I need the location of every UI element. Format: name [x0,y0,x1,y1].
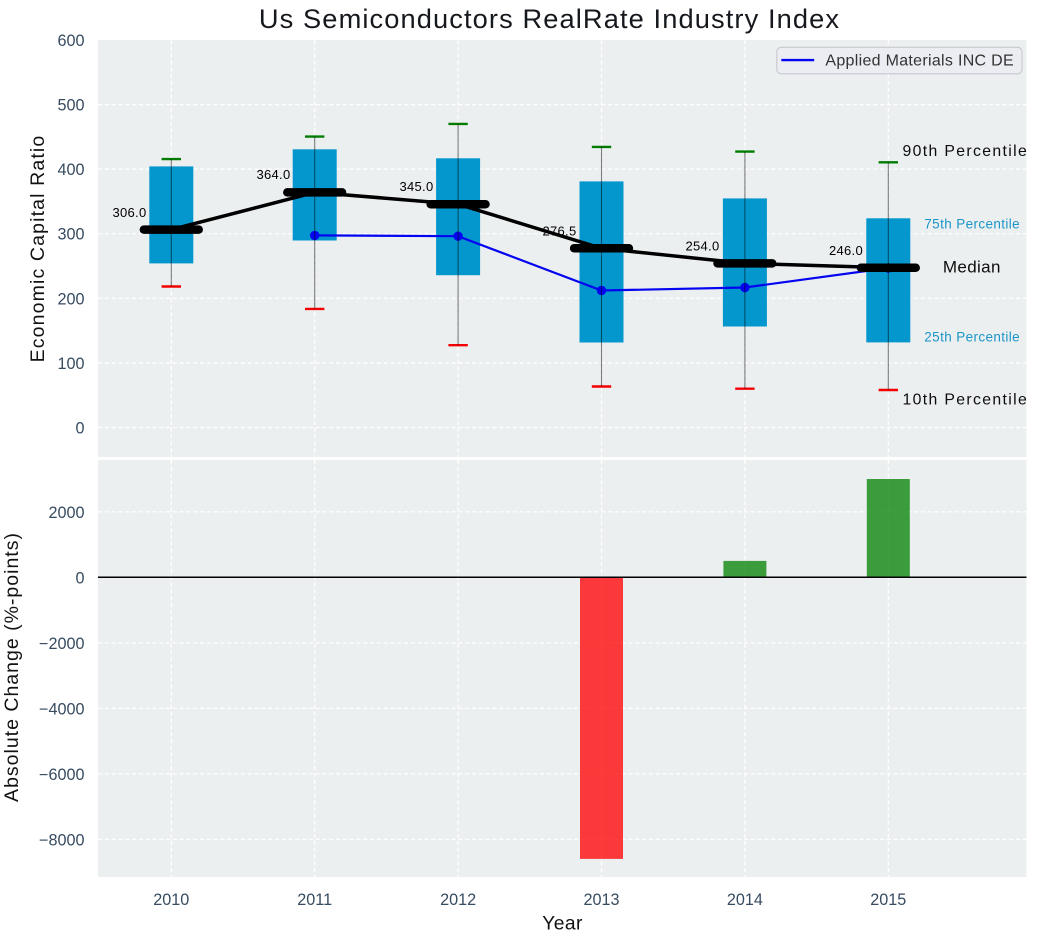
svg-text:Absolute Change (%-points): Absolute Change (%-points) [1,532,23,802]
svg-text:−2000: −2000 [39,635,84,653]
svg-text:Median: Median [943,258,1001,277]
svg-text:0: 0 [75,420,84,438]
svg-text:254.0: 254.0 [685,239,719,254]
svg-text:2012: 2012 [440,891,476,909]
svg-text:25th Percentile: 25th Percentile [924,330,1020,345]
svg-text:2015: 2015 [870,891,906,909]
svg-text:100: 100 [57,355,84,373]
svg-text:75th Percentile: 75th Percentile [924,216,1020,231]
svg-text:500: 500 [57,97,84,115]
svg-text:Year: Year [542,914,583,935]
svg-text:276.5: 276.5 [542,224,576,239]
svg-text:2013: 2013 [583,891,619,909]
svg-text:Economic Capital Ratio: Economic Capital Ratio [27,135,49,363]
svg-text:−4000: −4000 [39,700,84,718]
svg-text:Applied Materials INC DE: Applied Materials INC DE [825,52,1014,69]
svg-text:2010: 2010 [153,891,189,909]
svg-text:600: 600 [57,32,84,50]
svg-text:90th Percentile: 90th Percentile [903,143,1029,160]
svg-text:2011: 2011 [297,891,332,909]
svg-text:−6000: −6000 [39,766,84,784]
svg-text:0: 0 [75,569,84,587]
svg-text:10th Percentile: 10th Percentile [903,392,1029,409]
svg-text:400: 400 [57,161,84,179]
svg-text:300: 300 [57,226,84,244]
svg-text:345.0: 345.0 [399,179,433,194]
svg-text:−8000: −8000 [39,831,84,849]
svg-text:2000: 2000 [48,504,84,522]
svg-text:246.0: 246.0 [829,243,863,258]
svg-text:Us Semiconductors RealRate Ind: Us Semiconductors RealRate Industry Inde… [259,3,840,34]
svg-text:364.0: 364.0 [256,167,290,182]
svg-text:2014: 2014 [727,891,763,909]
svg-text:200: 200 [57,290,84,308]
svg-text:306.0: 306.0 [112,205,146,220]
